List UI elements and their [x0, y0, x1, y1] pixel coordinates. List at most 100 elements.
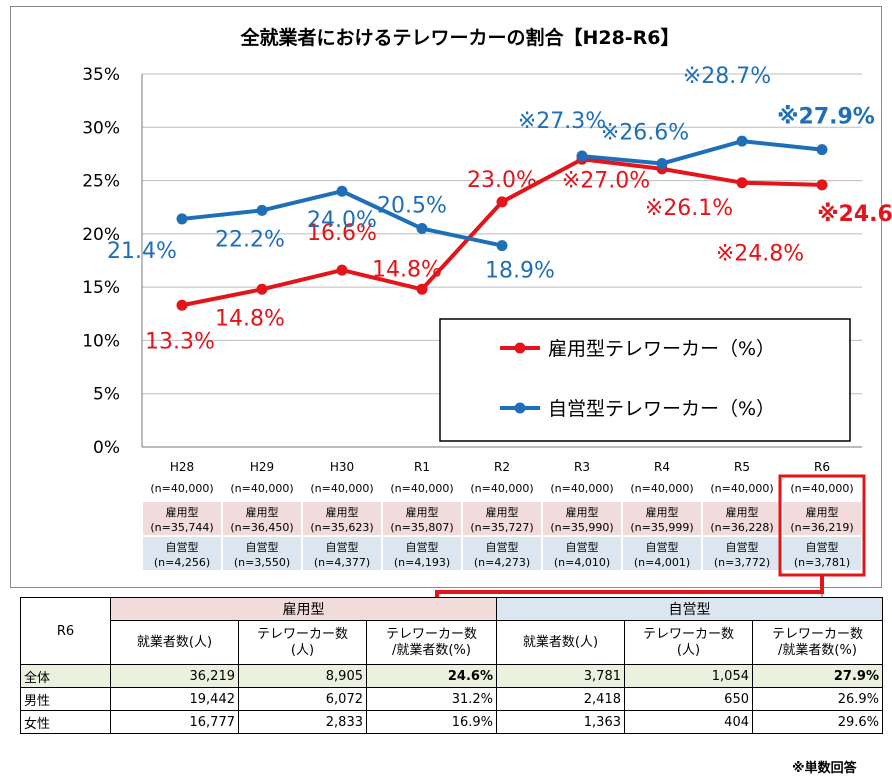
koyo-type-label: 雇用型	[566, 505, 599, 519]
data-label: ※24.6%	[817, 202, 892, 227]
koyo-n-cell	[783, 502, 861, 535]
koyo-n-cell	[303, 502, 381, 535]
koyo-n-cell	[543, 502, 621, 535]
data-label: ※28.7%	[683, 64, 771, 89]
koyo-n-cell	[703, 502, 781, 535]
data-label: 14.8%	[372, 257, 442, 282]
jiei-n-label: (n=4,001)	[634, 556, 690, 569]
koyo-n-label: (n=35,990)	[550, 521, 613, 534]
footnote: ※単数回答	[792, 761, 857, 776]
chart-frame	[10, 6, 882, 588]
koyo-n-label: (n=36,219)	[790, 521, 853, 534]
koyo-type-label: 雇用型	[326, 505, 359, 519]
table-corner: R6	[20, 597, 111, 665]
jiei-n-cell	[543, 537, 621, 570]
jiei-n-cell	[143, 537, 221, 570]
cell: 27.9%	[752, 664, 883, 688]
data-point	[736, 135, 748, 147]
table-row-total: 全体 36,219 8,905 24.6% 3,781 1,054 27.9%	[20, 664, 883, 688]
data-label: 20.5%	[377, 194, 447, 219]
cell: 3,781	[496, 664, 625, 688]
cell: 26.9%	[752, 687, 883, 711]
data-point	[576, 150, 588, 162]
sample-size-label: (n=40,000)	[390, 482, 453, 495]
cell: 2,833	[238, 710, 367, 734]
koyo-n-label: (n=35,744)	[150, 521, 213, 534]
data-label: 18.9%	[485, 259, 555, 284]
data-point	[176, 213, 188, 225]
koyo-n-label: (n=35,999)	[630, 521, 693, 534]
jiei-n-cell	[703, 537, 781, 570]
jiei-n-cell	[303, 537, 381, 570]
line-chart: 全就業者におけるテレワーカーの割合【H28-R6】 0%5%10%15%20%2…	[82, 26, 892, 600]
sample-size-label: (n=40,000)	[550, 482, 613, 495]
jiei-n-label: (n=4,256)	[154, 556, 210, 569]
data-label: 24.0%	[307, 208, 377, 233]
koyo-type-label: 雇用型	[406, 505, 439, 519]
cell: 2,418	[496, 687, 625, 711]
jiei-n-label: (n=3,550)	[234, 556, 290, 569]
data-point	[656, 158, 668, 170]
data-point	[416, 223, 428, 235]
cell: 8,905	[238, 664, 367, 688]
y-tick-label: 35%	[82, 65, 120, 85]
data-point	[416, 283, 428, 295]
sample-size-label: (n=40,000)	[630, 482, 693, 495]
legend-entry: 雇用型テレワーカー（%）	[548, 338, 775, 360]
data-point	[176, 299, 188, 311]
data-label: ※27.9%	[777, 105, 875, 130]
sample-size-label: (n=40,000)	[790, 482, 853, 495]
data-point	[816, 144, 828, 156]
koyo-type-label: 雇用型	[646, 505, 679, 519]
data-label: 13.3%	[145, 329, 215, 354]
sample-size-label: (n=40,000)	[150, 482, 213, 495]
jiei-type-label: 自営型	[806, 540, 839, 554]
data-label: ※26.6%	[601, 121, 689, 146]
table-row-female: 女性 16,777 2,833 16.9% 1,363 404 29.6%	[20, 710, 883, 734]
koyo-n-cell	[223, 502, 301, 535]
cell: 16.9%	[366, 710, 497, 734]
x-tick-label: R1	[414, 460, 430, 474]
y-tick-label: 30%	[82, 118, 120, 138]
col-header-teleworkers: テレワーカー数 (人)	[238, 620, 367, 665]
table-row-male: 男性 19,442 6,072 31.2% 2,418 650 26.9%	[20, 687, 883, 711]
data-label: 22.2%	[215, 227, 285, 252]
data-point	[256, 204, 268, 216]
sample-size-label: (n=40,000)	[470, 482, 533, 495]
cell: 19,442	[110, 687, 239, 711]
cell: 36,219	[110, 664, 239, 688]
jiei-n-label: (n=3,772)	[714, 556, 770, 569]
koyo-type-label: 雇用型	[486, 505, 519, 519]
koyo-type-label: 雇用型	[806, 505, 839, 519]
legend-box	[439, 318, 851, 442]
group-header-jiei: 自営型	[496, 597, 883, 621]
data-point	[816, 179, 828, 191]
row-label: 全体	[20, 664, 111, 688]
legend-swatch-point	[514, 342, 526, 354]
y-tick-label: 10%	[82, 331, 120, 351]
col-header-workers: 就業者数(人)	[110, 620, 239, 665]
koyo-n-label: (n=35,623)	[310, 521, 373, 534]
jiei-n-cell	[623, 537, 701, 570]
jiei-type-label: 自営型	[646, 540, 679, 554]
jiei-n-cell	[223, 537, 301, 570]
jiei-type-label: 自営型	[566, 540, 599, 554]
koyo-n-cell	[463, 502, 541, 535]
x-tick-label: R3	[574, 460, 590, 474]
cell: 650	[624, 687, 753, 711]
data-label: 23.0%	[467, 168, 537, 193]
x-tick-label: R5	[734, 460, 750, 474]
jiei-n-label: (n=4,377)	[314, 556, 370, 569]
x-tick-label: R2	[494, 460, 510, 474]
series-line	[581, 139, 823, 166]
group-header-koyo: 雇用型	[110, 597, 497, 621]
koyo-n-label: (n=35,807)	[390, 521, 453, 534]
data-label: ※26.1%	[645, 196, 733, 221]
jiei-n-label: (n=4,193)	[394, 556, 450, 569]
jiei-type-label: 自営型	[166, 540, 199, 554]
jiei-n-label: (n=4,010)	[554, 556, 610, 569]
sample-size-label: (n=40,000)	[710, 482, 773, 495]
data-label: 21.4%	[107, 239, 177, 264]
koyo-n-cell	[383, 502, 461, 535]
jiei-type-label: 自営型	[406, 540, 439, 554]
